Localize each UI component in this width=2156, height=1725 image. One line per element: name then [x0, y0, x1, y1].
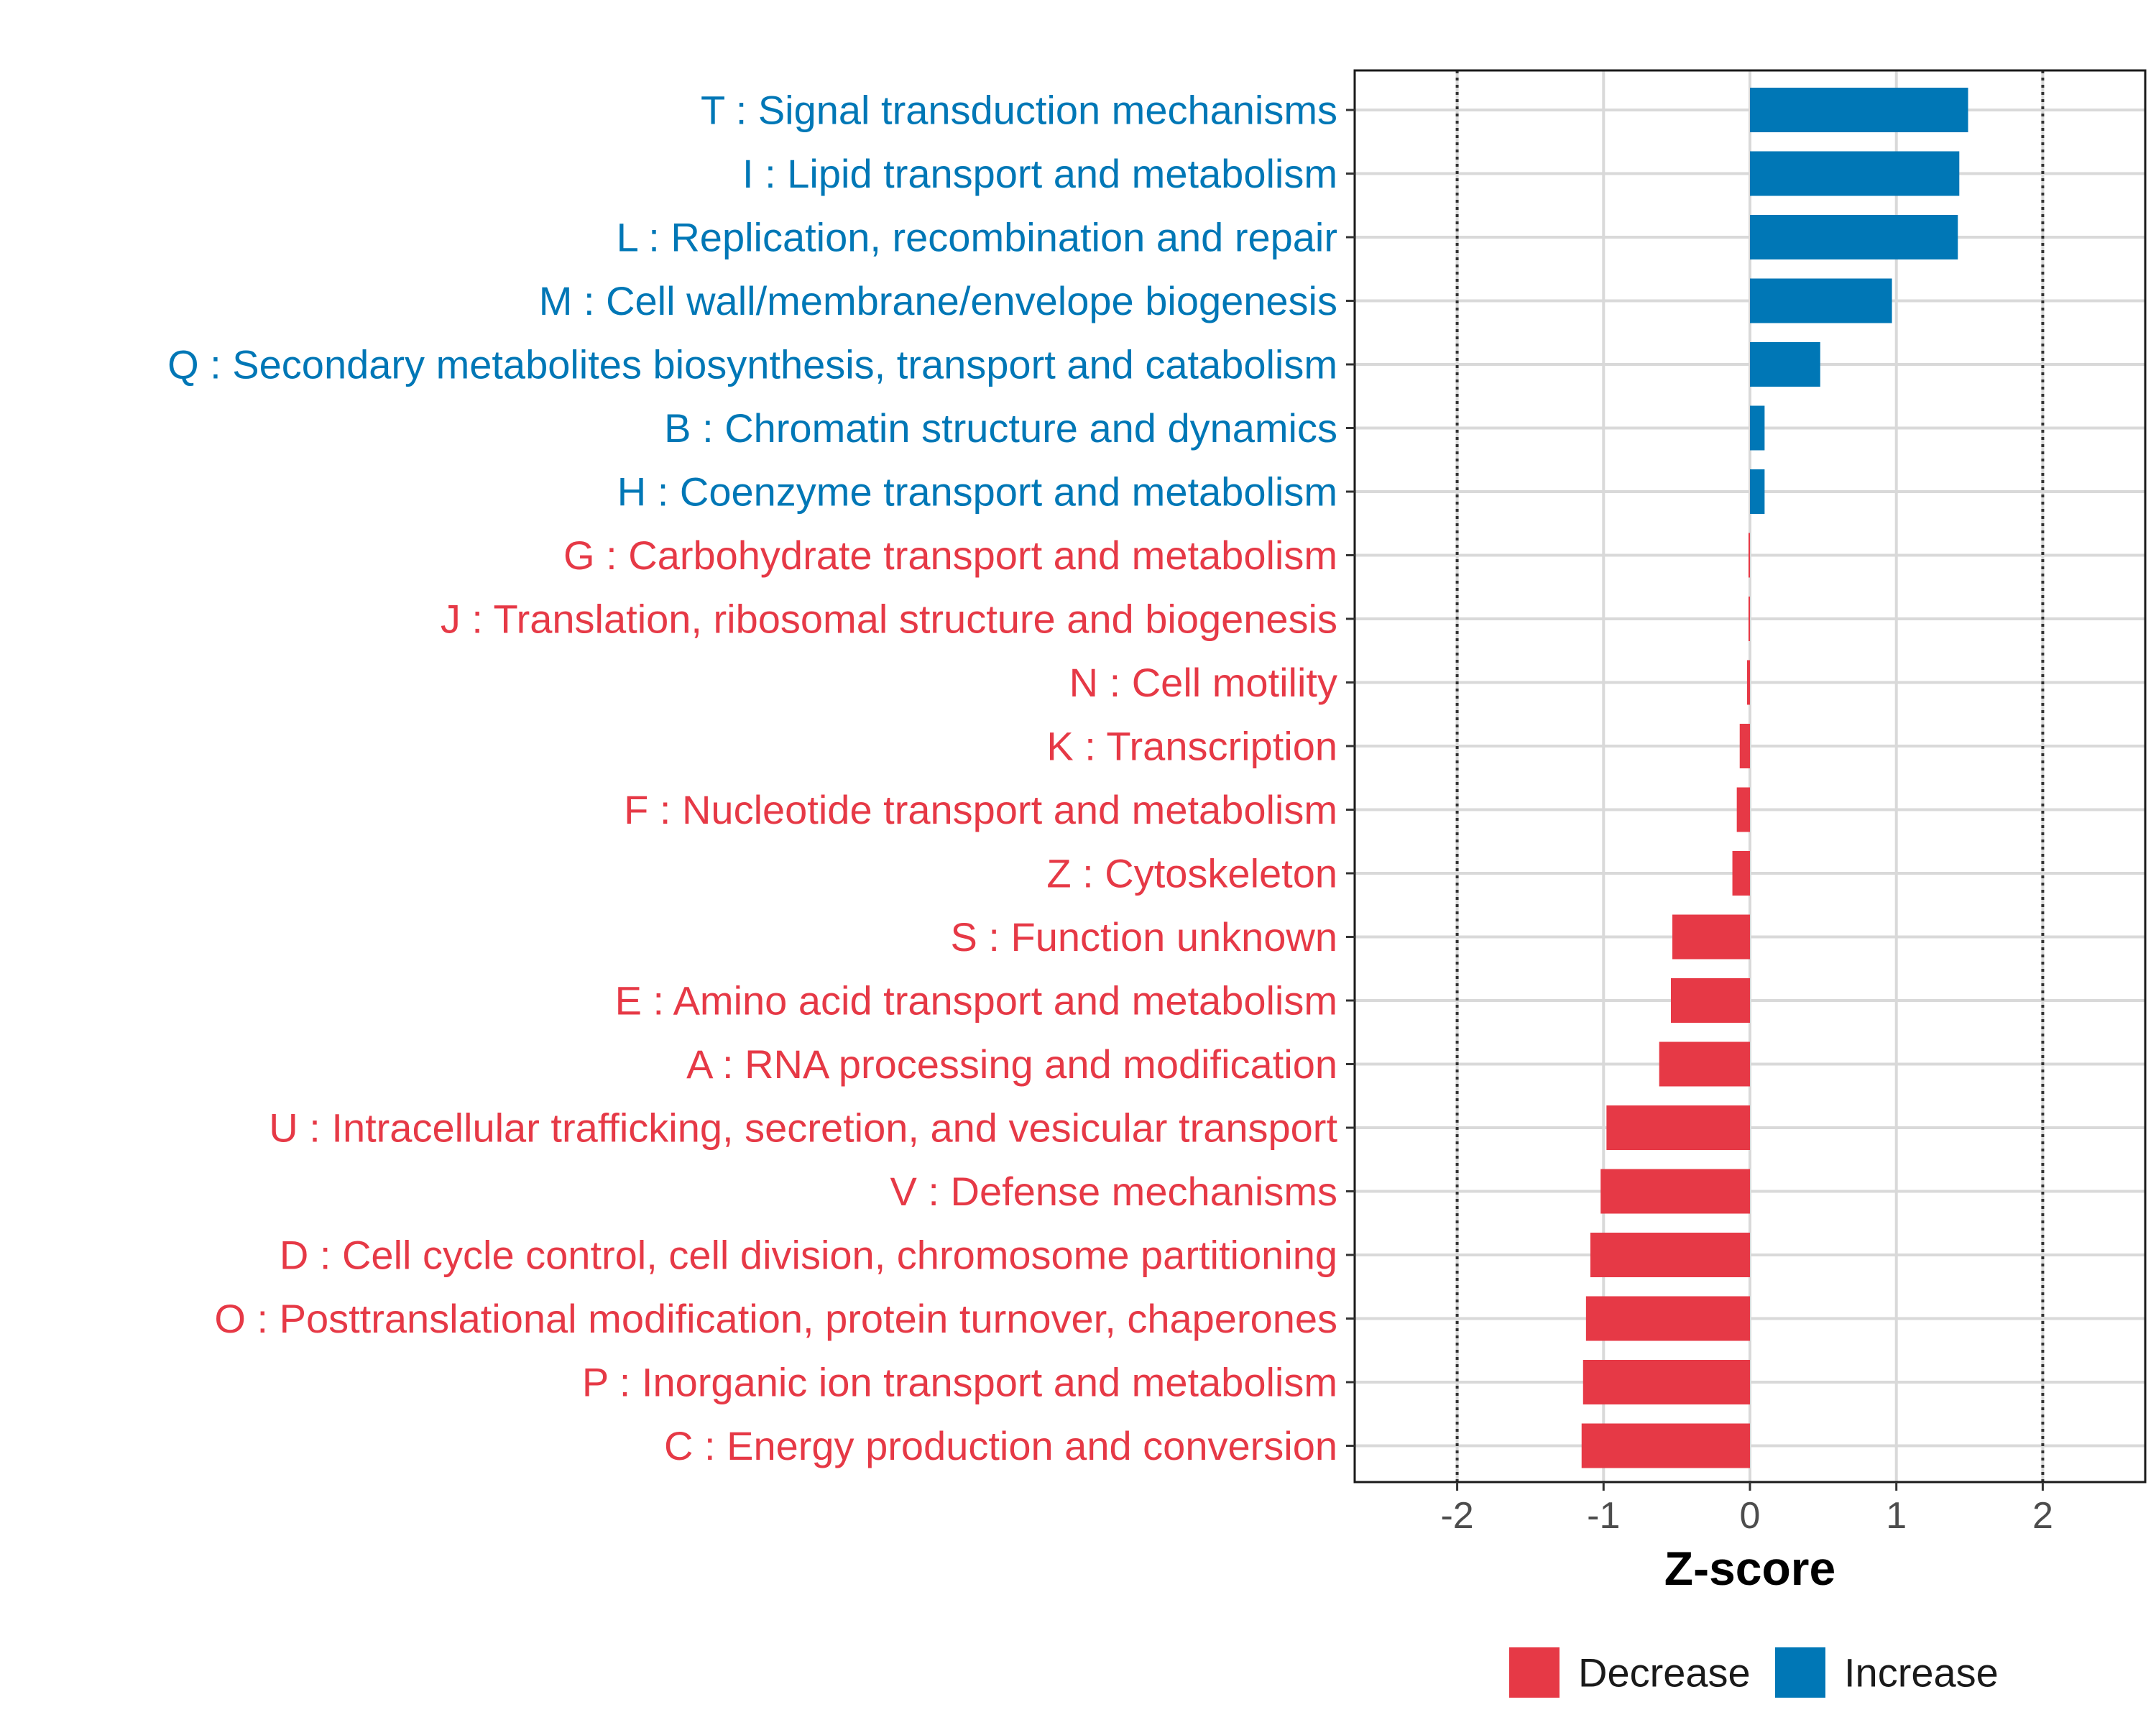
x-tick-label: 1 [1886, 1495, 1907, 1537]
legend-label: Increase [1844, 1650, 1999, 1696]
bar [1739, 724, 1750, 768]
bar [1750, 469, 1765, 514]
category-label: T : Signal transduction mechanisms [701, 88, 1337, 133]
category-label: E : Amino acid transport and metabolism [615, 978, 1337, 1024]
category-label: S : Function unknown [950, 914, 1337, 960]
legend-label: Decrease [1578, 1650, 1751, 1696]
category-label: C : Energy production and conversion [664, 1423, 1337, 1468]
x-tick-label: -1 [1587, 1495, 1620, 1537]
category-label: F : Nucleotide transport and metabolism [624, 787, 1337, 832]
category-label: I : Lipid transport and metabolism [742, 151, 1337, 196]
bar [1750, 342, 1820, 387]
y-axis: T : Signal transduction mechanisms I : Li… [167, 88, 1355, 1468]
category-label: G : Carbohydrate transport and metabolis… [563, 533, 1337, 578]
category-label: D : Cell cycle control, cell division, c… [280, 1233, 1337, 1278]
x-tick-label: -2 [1440, 1495, 1473, 1537]
bar [1750, 215, 1958, 259]
bar [1736, 787, 1750, 832]
category-label: J : Translation, ribosomal structure and… [441, 597, 1337, 642]
category-label: N : Cell motility [1069, 660, 1337, 705]
bar [1590, 1233, 1750, 1277]
x-axis: -2 -1 0 1 2 [1440, 1482, 2053, 1537]
category-label: V : Defense mechanisms [890, 1169, 1337, 1214]
category-label: B : Chromatin structure and dynamics [664, 405, 1337, 451]
bar [1750, 278, 1892, 323]
category-label: H : Coenzyme transport and metabolism [617, 469, 1337, 515]
bar [1659, 1041, 1750, 1087]
category-label: O : Posttranslational modification, prot… [214, 1296, 1337, 1341]
bar [1581, 1423, 1750, 1468]
bar [1606, 1105, 1750, 1150]
legend-swatch [1775, 1647, 1825, 1698]
category-label: Q : Secondary metabolites biosynthesis, … [167, 342, 1337, 387]
legend-swatch [1509, 1647, 1560, 1698]
category-label: Z : Cytoskeleton [1046, 851, 1337, 896]
category-label: M : Cell wall/membrane/envelope biogenes… [539, 278, 1337, 323]
category-label: K : Transcription [1046, 724, 1337, 769]
category-label: U : Intracellular trafficking, secretion… [269, 1105, 1337, 1151]
bar [1750, 151, 1960, 196]
reference-lines [1455, 70, 2045, 1482]
bar [1672, 914, 1750, 960]
category-label: A : RNA processing and modification [686, 1041, 1337, 1087]
bar [1732, 851, 1750, 896]
x-axis-title: Z-score [1664, 1542, 1835, 1595]
bar [1583, 1360, 1750, 1404]
bar [1671, 978, 1750, 1023]
category-label: P : Inorganic ion transport and metaboli… [582, 1360, 1337, 1405]
bar [1585, 1296, 1750, 1341]
bar [1748, 597, 1750, 641]
bars [1581, 88, 1968, 1468]
x-tick-label: 2 [2032, 1495, 2053, 1537]
legend: Decrease Increase [1509, 1647, 1999, 1698]
bar [1600, 1169, 1750, 1214]
bar [1750, 88, 1968, 132]
category-label: L : Replication, recombination and repai… [617, 215, 1337, 260]
bar [1746, 660, 1750, 705]
bar [1748, 533, 1750, 578]
bar [1750, 405, 1765, 451]
x-tick-label: 0 [1740, 1495, 1761, 1537]
